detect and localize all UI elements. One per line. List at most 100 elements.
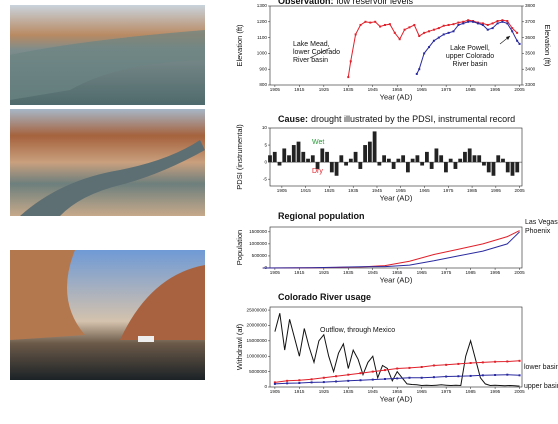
bar	[386, 158, 391, 163]
point	[432, 39, 435, 42]
title-text: Colorado River usage	[278, 292, 371, 302]
point	[364, 20, 367, 23]
point	[445, 363, 448, 366]
point	[423, 31, 426, 34]
arrow	[309, 47, 331, 59]
y-axis-label: PDSI (instrumental)	[235, 124, 244, 190]
bar	[505, 162, 510, 173]
point	[347, 373, 350, 376]
point	[298, 382, 301, 384]
point	[403, 28, 406, 31]
title-text: Observation:	[278, 0, 334, 6]
bar	[348, 158, 353, 163]
x-tick-label: 1995	[491, 188, 502, 193]
point	[432, 28, 435, 31]
photo-water	[10, 30, 205, 100]
series-line	[262, 230, 520, 269]
y2-tick-label: 3600	[525, 35, 536, 40]
point	[379, 25, 382, 28]
point	[516, 31, 519, 34]
point	[371, 370, 374, 373]
point	[486, 23, 489, 26]
point	[415, 72, 418, 75]
y-tick-label: 15000000	[247, 338, 268, 343]
point	[447, 23, 450, 26]
y-tick-label: 25000000	[247, 307, 268, 312]
point	[467, 20, 470, 23]
point	[481, 361, 484, 364]
x-tick-label: 1955	[392, 389, 403, 394]
y-tick-label: 1500000	[249, 229, 267, 234]
point	[469, 374, 472, 377]
y-axis-label: Elevation (ft)	[235, 24, 244, 67]
x-tick-label: 1955	[396, 188, 407, 193]
point	[457, 375, 460, 378]
bar	[405, 162, 410, 173]
x-tick-label: 1965	[417, 389, 428, 394]
point	[349, 60, 352, 63]
bar	[410, 158, 415, 163]
point	[432, 376, 435, 379]
point	[423, 52, 426, 55]
bar	[467, 148, 472, 163]
bar	[463, 151, 467, 163]
point	[491, 22, 494, 25]
point	[420, 376, 423, 379]
point	[511, 27, 514, 30]
y-tick-label: 900	[259, 66, 267, 71]
title-text: Regional population	[278, 211, 365, 221]
y2-tick-label: 3500	[525, 51, 536, 56]
point	[428, 46, 431, 49]
plot-frame	[269, 5, 523, 86]
bar	[306, 158, 310, 163]
bar	[377, 162, 382, 166]
bar	[482, 162, 486, 166]
point	[452, 23, 455, 26]
x-tick-label: 1905	[277, 188, 288, 193]
point	[335, 375, 338, 378]
series-label: Outflow, through Mexico	[320, 327, 395, 334]
x-tick-label: 1945	[368, 270, 379, 275]
photo-cliff-right	[120, 265, 205, 340]
point	[420, 366, 423, 368]
y-tick-label: 1000000	[249, 241, 267, 246]
photo-boat	[138, 336, 154, 342]
point	[467, 19, 470, 22]
point	[408, 366, 411, 369]
point	[273, 381, 276, 384]
y-tick-label: 1000	[257, 51, 268, 56]
x-tick-label: 1995	[490, 270, 501, 275]
x-tick-label: 1985	[466, 389, 477, 394]
point	[371, 378, 374, 381]
y2-tick-label: 3400	[525, 66, 536, 71]
bar	[472, 155, 477, 163]
charts: Observation: low reservoir levels 1905 1915…	[235, 0, 558, 403]
bar	[391, 162, 396, 169]
point	[486, 28, 489, 31]
chart-title: Regional population	[278, 211, 365, 221]
x-tick-label: 1985	[466, 87, 477, 92]
point	[396, 377, 399, 380]
y-tick-label: -5	[263, 176, 268, 181]
point	[359, 372, 362, 375]
y2-axis-label: Elevation (ft)	[543, 24, 552, 67]
point	[518, 359, 521, 362]
annotation: Lake Powell,	[450, 45, 490, 52]
bar	[339, 155, 344, 163]
annotation: River basin	[452, 61, 487, 68]
x-tick-label: 1915	[294, 87, 305, 92]
x-tick-label: 1965	[419, 188, 430, 193]
point	[418, 68, 421, 71]
bar	[344, 162, 348, 166]
chart-title: Observation: low reservoir levels	[278, 0, 414, 6]
point	[481, 374, 484, 377]
arrow-head	[506, 36, 510, 40]
x-tick-label: 2005	[514, 389, 525, 394]
x-tick-label: 1935	[343, 270, 354, 275]
point	[388, 23, 391, 26]
point	[347, 379, 350, 382]
x-tick-label: 1925	[319, 270, 330, 275]
annotation: Lake Mead,	[293, 41, 330, 48]
y-axis-label: Population	[235, 230, 244, 265]
bar	[272, 151, 277, 163]
